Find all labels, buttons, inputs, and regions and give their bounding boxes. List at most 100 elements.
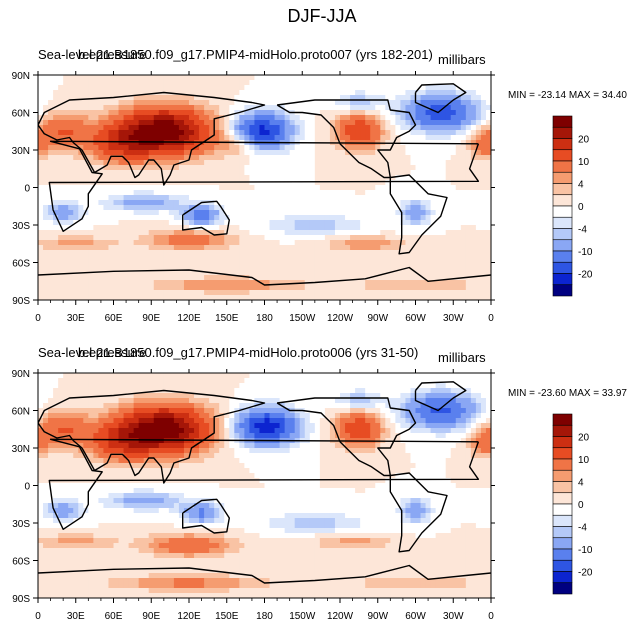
field-cell [224,80,230,86]
field-cell [93,85,99,91]
field-cell [265,180,271,186]
field-cell [114,190,120,196]
field-cell [305,255,311,261]
field-cell [103,185,109,191]
field-cell [93,290,99,296]
field-cell [129,398,135,404]
field-cell [229,220,235,226]
field-cell [234,160,240,166]
field-cell [63,220,69,226]
field-cell [476,80,482,86]
field-cell [360,200,366,206]
field-cell [476,240,482,246]
field-cell [159,130,165,136]
field-cell [53,170,59,176]
field-cell [320,378,326,384]
field-cell [93,413,99,419]
field-cell [481,120,487,126]
field-cell [164,150,170,156]
field-cell [315,250,321,256]
field-cell [209,245,215,251]
field-cell [466,135,472,141]
field-cell [345,388,351,394]
field-cell [179,403,185,409]
field-cell [325,105,331,111]
field-cell [214,170,220,176]
field-cell [244,250,250,256]
field-cell [400,145,406,151]
field-cell [53,378,59,384]
field-cell [305,200,311,206]
field-cell [456,165,462,171]
field-cell [370,80,376,86]
field-cell [184,130,190,136]
field-cell [68,265,74,271]
field-cell [280,290,286,296]
field-cell [285,85,291,91]
field-cell [335,388,341,394]
field-cell [295,80,301,86]
field-cell [335,235,341,241]
field-cell [290,155,296,161]
field-cell [416,378,422,384]
field-cell [194,378,200,384]
field-cell [340,120,346,126]
field-cell [400,155,406,161]
field-cell [466,388,472,394]
field-cell [471,220,477,226]
field-cell [164,75,170,81]
field-cell [300,265,306,271]
field-cell [98,220,104,226]
field-cell [446,378,452,384]
field-cell [129,210,135,216]
field-cell [380,220,386,226]
field-cell [340,110,346,116]
field-cell [300,95,306,101]
field-cell [350,80,356,86]
field-cell [63,175,69,181]
field-cell [189,80,195,86]
field-cell [456,265,462,271]
field-cell [451,255,457,261]
field-cell [466,110,472,116]
field-cell [134,110,140,116]
field-cell [83,383,89,389]
field-cell [174,280,180,286]
field-cell [88,393,94,399]
field-cell [229,245,235,251]
field-cell [108,265,114,271]
field-cell [108,260,114,266]
field-cell [280,180,286,186]
field-cell [400,125,406,131]
field-cell [189,403,195,409]
field-cell [476,110,482,116]
field-cell [365,230,371,236]
field-cell [199,80,205,86]
field-cell [219,170,225,176]
field-cell [48,285,54,291]
field-cell [114,280,120,286]
field-cell [290,205,296,211]
field-cell [114,195,120,201]
field-cell [174,120,180,126]
field-cell [249,75,255,81]
field-cell [199,250,205,256]
field-cell [58,280,64,286]
field-cell [461,413,467,419]
field-cell [53,285,59,291]
field-cell [244,195,250,201]
field-cell [234,175,240,181]
field-cell [466,393,472,399]
field-cell [119,185,125,191]
field-cell [259,120,265,126]
field-cell [124,225,130,231]
field-cell [315,235,321,241]
field-cell [124,105,130,111]
field-cell [63,150,69,156]
field-cell [416,145,422,151]
field-cell [275,125,281,131]
field-cell [229,290,235,296]
field-cell [224,125,230,131]
field-cell [466,85,472,91]
field-cell [426,90,432,96]
